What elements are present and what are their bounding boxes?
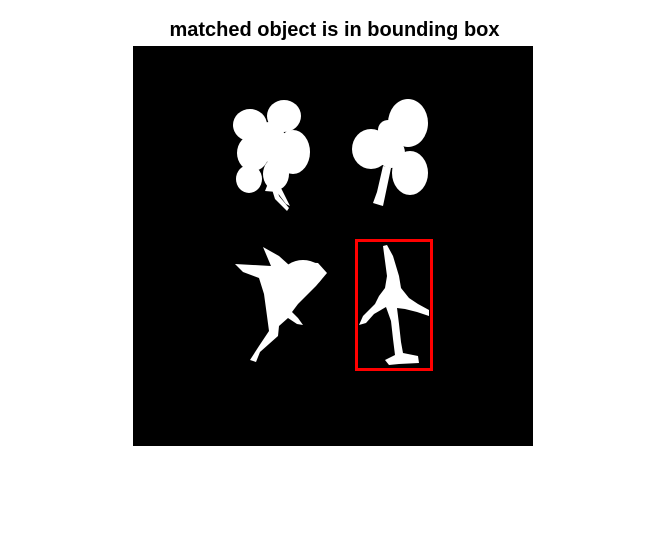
image-background <box>133 46 533 446</box>
club-object <box>352 99 428 206</box>
airplane-object <box>359 245 429 365</box>
clover-leaf-object <box>233 100 310 211</box>
bird-object <box>235 247 327 362</box>
binary-image <box>133 46 533 446</box>
image-axes <box>133 46 533 446</box>
figure-title: matched object is in bounding box <box>169 19 500 41</box>
bounding-box <box>355 239 433 371</box>
